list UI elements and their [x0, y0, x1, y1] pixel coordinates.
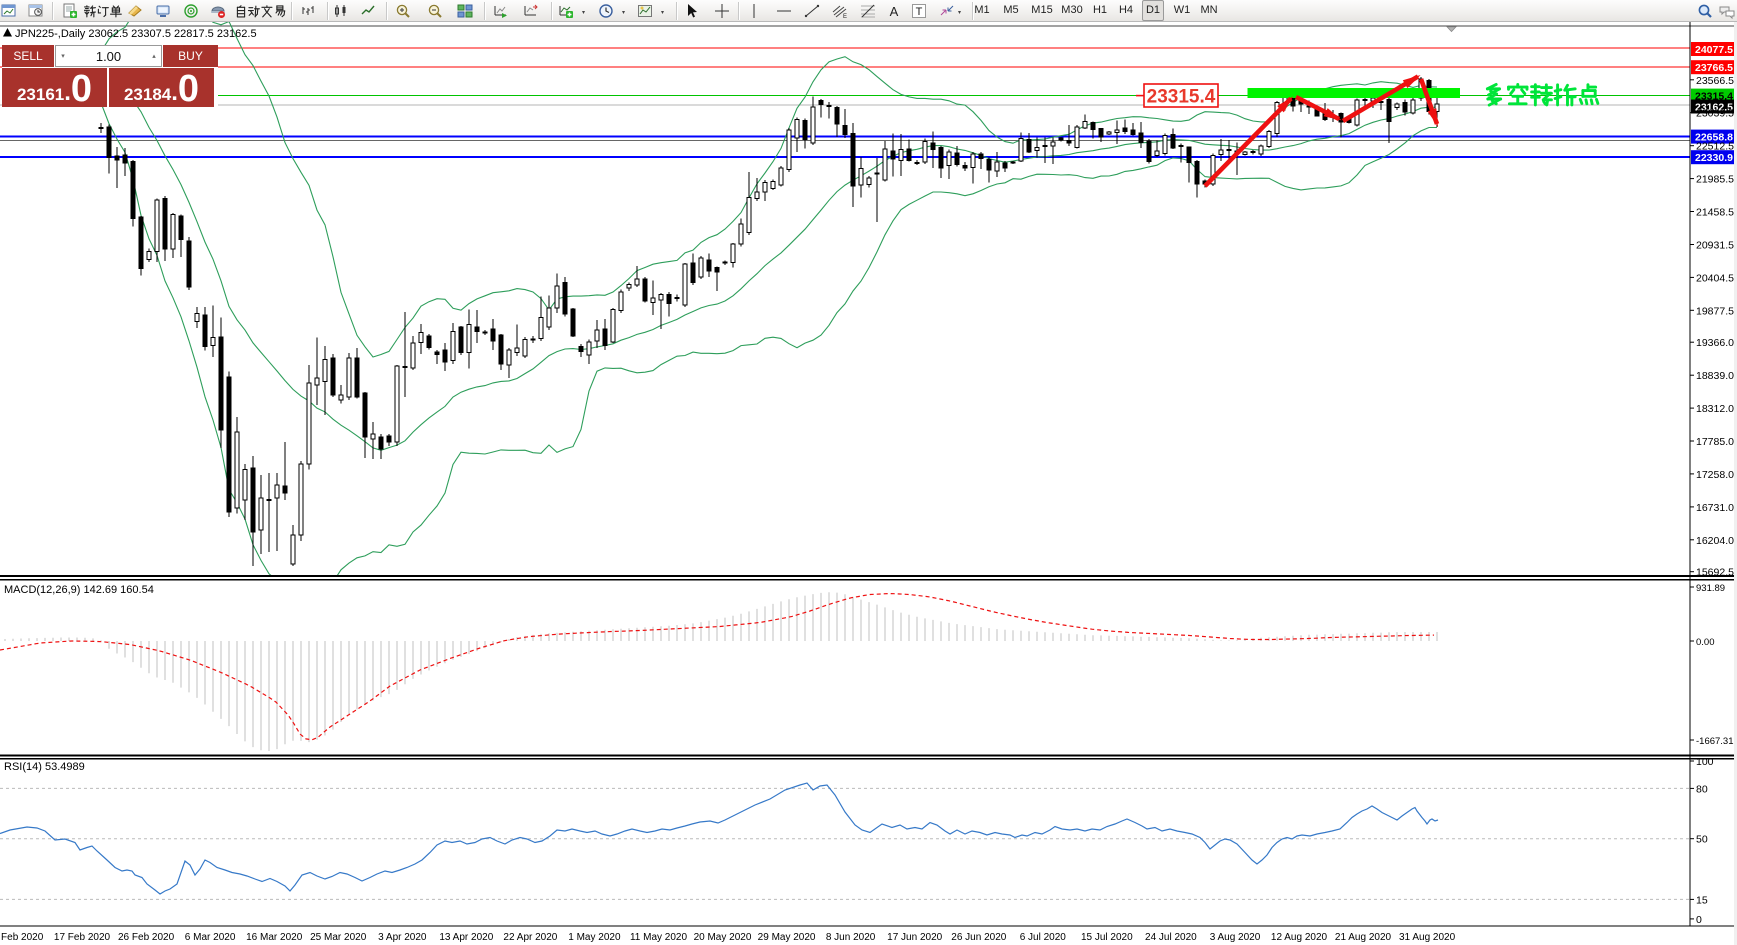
- svg-text:A: A: [890, 4, 899, 19]
- svg-text:16731.0: 16731.0: [1696, 502, 1734, 514]
- svg-text:MACD(12,26,9) 142.69 160.54: MACD(12,26,9) 142.69 160.54: [4, 584, 154, 596]
- svg-text:22 Apr 2020: 22 Apr 2020: [503, 932, 557, 943]
- svg-text:0.00: 0.00: [1696, 637, 1715, 648]
- svg-text:22330.9: 22330.9: [1695, 152, 1733, 164]
- svg-text:31 Aug 2020: 31 Aug 2020: [1399, 932, 1456, 943]
- svg-text:24077.5: 24077.5: [1695, 44, 1733, 56]
- svg-text:3 Aug 2020: 3 Aug 2020: [1210, 932, 1261, 943]
- svg-text:-1667.31: -1667.31: [1696, 736, 1734, 747]
- svg-text:24 Jul 2020: 24 Jul 2020: [1145, 932, 1197, 943]
- svg-text:15692.5: 15692.5: [1696, 567, 1734, 579]
- svg-text:26 Feb 2020: 26 Feb 2020: [118, 932, 175, 943]
- svg-text:17258.0: 17258.0: [1696, 469, 1734, 481]
- svg-text:18839.0: 18839.0: [1696, 370, 1734, 382]
- svg-text:3 Feb 2020: 3 Feb 2020: [0, 932, 44, 943]
- svg-text:11 May 2020: 11 May 2020: [630, 932, 688, 943]
- svg-text:13 Apr 2020: 13 Apr 2020: [439, 932, 493, 943]
- svg-text:19877.5: 19877.5: [1696, 305, 1734, 317]
- svg-text:JPN225-,Daily 23062.5 23307.5: JPN225-,Daily 23062.5 23307.5 22817.5 23…: [15, 28, 257, 40]
- svg-text:8 Jun 2020: 8 Jun 2020: [826, 932, 876, 943]
- svg-text:21985.5: 21985.5: [1696, 174, 1734, 186]
- svg-text:17785.0: 17785.0: [1696, 436, 1734, 448]
- svg-text:20404.5: 20404.5: [1696, 272, 1734, 284]
- svg-text:26 Jun 2020: 26 Jun 2020: [951, 932, 1006, 943]
- svg-text:3 Apr 2020: 3 Apr 2020: [378, 932, 427, 943]
- svg-text:17 Feb 2020: 17 Feb 2020: [54, 932, 111, 943]
- svg-text:23315.4: 23315.4: [1147, 87, 1216, 108]
- svg-text:23766.5: 23766.5: [1695, 62, 1733, 74]
- svg-text:20 May 2020: 20 May 2020: [694, 932, 752, 943]
- svg-text:22658.8: 22658.8: [1695, 132, 1733, 144]
- svg-text:22512.5: 22512.5: [1696, 141, 1734, 153]
- svg-text:RSI(14) 53.4989: RSI(14) 53.4989: [4, 761, 85, 773]
- svg-text:15 Jul 2020: 15 Jul 2020: [1081, 932, 1133, 943]
- svg-text:16 Mar 2020: 16 Mar 2020: [246, 932, 303, 943]
- svg-text:15: 15: [1696, 894, 1708, 906]
- svg-text:T: T: [916, 6, 923, 18]
- svg-text:18312.0: 18312.0: [1696, 403, 1734, 415]
- svg-text:80: 80: [1696, 783, 1708, 795]
- svg-text:1 May 2020: 1 May 2020: [568, 932, 621, 943]
- svg-text:16204.0: 16204.0: [1696, 535, 1734, 547]
- svg-text:23566.5: 23566.5: [1696, 75, 1734, 87]
- svg-text:20931.5: 20931.5: [1696, 240, 1734, 252]
- svg-text:23162.5: 23162.5: [1695, 102, 1733, 114]
- svg-text:6 Jul 2020: 6 Jul 2020: [1020, 932, 1067, 943]
- svg-text:6 Mar 2020: 6 Mar 2020: [185, 932, 236, 943]
- svg-text:0: 0: [1696, 914, 1702, 926]
- svg-text:E: E: [843, 14, 847, 19]
- svg-text:19366.0: 19366.0: [1696, 337, 1734, 349]
- svg-text:12 Aug 2020: 12 Aug 2020: [1271, 932, 1328, 943]
- svg-text:25 Mar 2020: 25 Mar 2020: [310, 932, 367, 943]
- svg-text:23039.5: 23039.5: [1696, 108, 1734, 120]
- svg-text:100: 100: [1696, 756, 1714, 768]
- svg-text:50: 50: [1696, 834, 1708, 846]
- svg-text:21458.5: 21458.5: [1696, 207, 1734, 219]
- svg-text:29 May 2020: 29 May 2020: [758, 932, 816, 943]
- svg-text:17 Jun 2020: 17 Jun 2020: [887, 932, 942, 943]
- svg-text:931.89: 931.89: [1696, 583, 1725, 594]
- svg-text:21 Aug 2020: 21 Aug 2020: [1335, 932, 1392, 943]
